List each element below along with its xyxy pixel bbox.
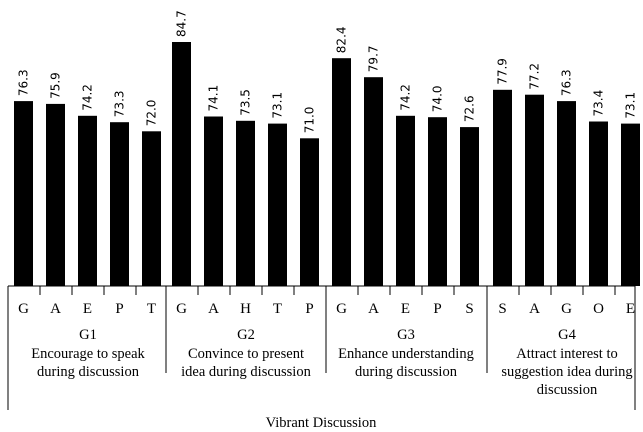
value-label-g3-0: 82.4 xyxy=(335,26,349,53)
bar-g2-g-0 xyxy=(172,42,191,286)
value-label-g2-4: 71.0 xyxy=(303,107,317,134)
bar-g1-t-4 xyxy=(142,131,161,286)
category-label-g4-2: G xyxy=(561,301,572,317)
group-desc-g3-line-2: during discussion xyxy=(355,364,458,380)
value-label-g3-3: 74.0 xyxy=(431,85,445,112)
category-label-g4-4: E xyxy=(626,301,635,317)
category-label-g4-0: S xyxy=(498,301,506,317)
bars-layer xyxy=(14,42,640,287)
value-label-g1-0: 76.3 xyxy=(17,69,31,96)
group-labels-layer: G1 Encourage to speak during discussion G2 C… xyxy=(31,327,632,398)
group-desc-g1-line-1: Encourage to speak xyxy=(31,346,145,362)
category-label-g1-4: T xyxy=(147,301,156,317)
bar-g2-p-4 xyxy=(300,138,319,286)
value-label-g3-2: 74.2 xyxy=(399,84,413,111)
group-desc-g2-line-2: idea during discussion xyxy=(181,364,311,380)
group-desc-g4-line-2: suggestion idea during xyxy=(501,364,632,380)
bar-g1-e-2 xyxy=(78,115,97,286)
value-labels-layer: 76.3 75.9 74.2 73.3 72.0 84.7 74.1 73.5 73.1 71.0… xyxy=(17,10,638,133)
group-id-g3: G3 xyxy=(397,327,415,343)
value-label-g4-1: 77.2 xyxy=(528,63,542,90)
value-label-g4-3: 73.4 xyxy=(592,90,606,117)
bar-g3-e-2 xyxy=(396,115,415,286)
group-desc-g1-line-2: during discussion xyxy=(37,364,140,380)
category-label-g2-4: P xyxy=(305,301,313,317)
group-desc-g4-line-1: Attract interest to xyxy=(516,346,617,362)
bar-g2-a-1 xyxy=(204,116,223,286)
outer-axis-label: Vibrant Discussion xyxy=(266,415,377,431)
category-label-g2-2: H xyxy=(240,301,251,317)
value-label-g2-0: 84.7 xyxy=(175,10,189,37)
value-label-g2-3: 73.1 xyxy=(271,92,285,119)
value-label-g3-1: 79.7 xyxy=(367,45,381,72)
category-label-g1-0: G xyxy=(18,301,29,317)
category-label-g3-1: A xyxy=(368,301,379,317)
category-label-g1-2: E xyxy=(83,301,92,317)
value-label-g3-4: 72.6 xyxy=(463,95,477,122)
bar-g1-p-3 xyxy=(110,122,129,286)
group-id-g4: G4 xyxy=(558,327,576,343)
bar-g3-p-3 xyxy=(428,117,447,286)
group-id-g1: G1 xyxy=(79,327,97,343)
bar-g3-g-0 xyxy=(332,58,351,287)
axis-layer xyxy=(7,285,636,410)
category-label-g3-0: G xyxy=(336,301,347,317)
bar-g4-a-1 xyxy=(525,94,544,286)
bar-g3-s-4 xyxy=(460,127,479,286)
value-label-g1-4: 72.0 xyxy=(145,100,159,127)
category-label-g4-1: A xyxy=(529,301,540,317)
value-label-g2-1: 74.1 xyxy=(207,85,221,112)
category-label-g2-3: T xyxy=(273,301,282,317)
group-desc-g3-line-1: Enhance understanding xyxy=(338,346,474,362)
category-label-g1-1: A xyxy=(50,301,61,317)
value-label-g4-0: 77.9 xyxy=(496,58,510,85)
value-label-g4-4: 73.1 xyxy=(624,92,638,119)
value-label-g1-2: 74.2 xyxy=(81,84,95,111)
bar-g1-g-0 xyxy=(14,101,33,286)
value-label-g4-2: 76.3 xyxy=(560,69,574,96)
bar-g4-o-3 xyxy=(589,121,608,286)
value-label-g1-3: 73.3 xyxy=(113,90,127,117)
category-label-g2-1: A xyxy=(208,301,219,317)
category-label-g3-3: P xyxy=(433,301,441,317)
value-label-g1-1: 75.9 xyxy=(49,72,63,99)
category-label-g3-2: E xyxy=(401,301,410,317)
value-label-g2-2: 73.5 xyxy=(239,89,253,116)
category-label-g2-0: G xyxy=(176,301,187,317)
category-label-g1-3: P xyxy=(115,301,123,317)
bar-g4-e-4 xyxy=(621,123,640,286)
bar-g3-a-1 xyxy=(364,77,383,286)
group-desc-g4-line-3: discussion xyxy=(537,382,598,398)
bar-g2-h-2 xyxy=(236,120,255,286)
group-desc-g2-line-1: Convince to present xyxy=(188,346,304,362)
bar-g1-a-1 xyxy=(46,103,65,287)
group-id-g2: G2 xyxy=(237,327,255,343)
bar-g4-s-0 xyxy=(493,89,512,286)
bar-g4-g-2 xyxy=(557,101,576,286)
category-label-g4-3: O xyxy=(593,301,604,317)
bar-g2-t-3 xyxy=(268,123,287,286)
category-label-g3-4: S xyxy=(465,301,473,317)
